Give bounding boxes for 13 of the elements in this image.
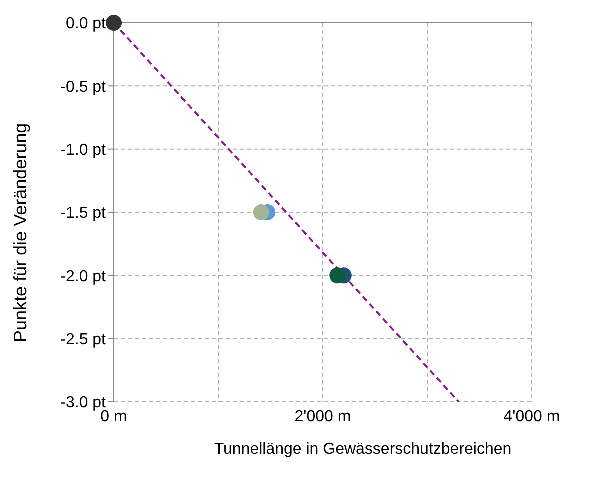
y-tick-label: -2.5 pt — [60, 332, 107, 349]
y-tick-label: -1.0 pt — [60, 142, 107, 160]
y-tick-label: -0.5 pt — [60, 78, 107, 96]
x-tick-label: 4'000 m — [504, 408, 560, 426]
y-tick-label: -1.5 pt — [60, 205, 107, 222]
y-tick-label: 0.0 pt — [66, 16, 107, 33]
point — [106, 15, 122, 31]
point — [330, 268, 346, 284]
y-tick-label: -2.0 pt — [60, 268, 107, 286]
x-tick-label: 2'000 m — [294, 408, 352, 426]
x-axis-title: Tunnellänge in Gewässerschutzbereichen — [214, 441, 512, 458]
point — [253, 204, 270, 220]
y-axis-title: Punkte für die Veränderung — [10, 123, 30, 342]
